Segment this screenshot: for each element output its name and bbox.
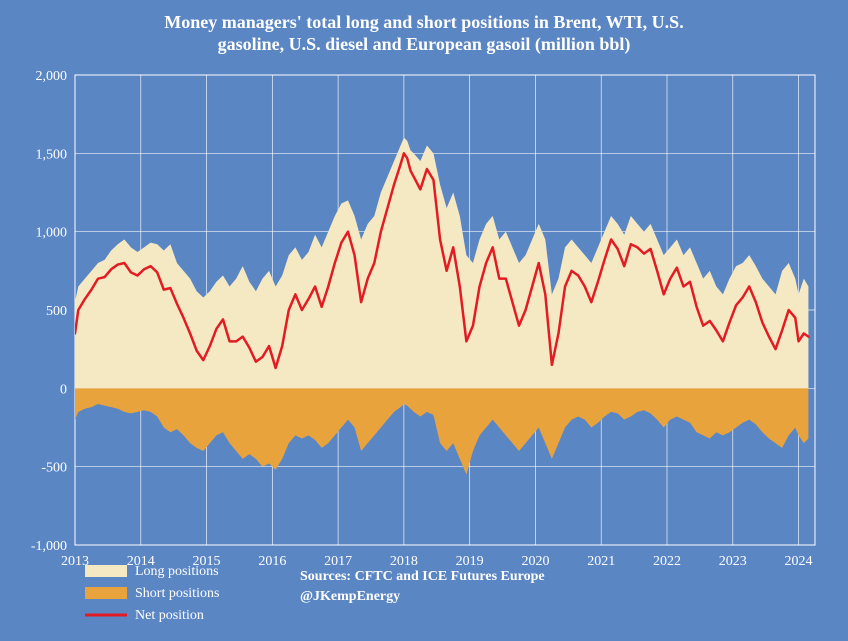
svg-text:2024: 2024 bbox=[785, 554, 813, 569]
svg-text:gasoline, U.S. diesel and Euro: gasoline, U.S. diesel and European gasoi… bbox=[218, 34, 631, 55]
legend-swatch-short bbox=[85, 587, 127, 599]
svg-text:2023: 2023 bbox=[719, 554, 747, 569]
legend-label-net: Net position bbox=[135, 608, 204, 623]
svg-text:2,000: 2,000 bbox=[36, 69, 68, 84]
legend-label-long: Long positions bbox=[135, 564, 219, 579]
svg-text:2022: 2022 bbox=[653, 554, 681, 569]
svg-text:Sources: CFTC and ICE Futures: Sources: CFTC and ICE Futures Europe bbox=[300, 569, 545, 584]
svg-text:1,000: 1,000 bbox=[36, 226, 68, 241]
svg-text:1,500: 1,500 bbox=[36, 147, 68, 162]
legend: Long positions Short positions Net positio… bbox=[85, 564, 219, 623]
svg-text:@JKempEnergy: @JKempEnergy bbox=[300, 589, 400, 604]
svg-text:Money managers' total long and: Money managers' total long and short pos… bbox=[164, 12, 683, 32]
svg-text:2018: 2018 bbox=[390, 554, 418, 569]
chart-container: Money managers' total long and short pos… bbox=[0, 0, 848, 641]
svg-text:500: 500 bbox=[46, 304, 67, 319]
svg-text:2017: 2017 bbox=[324, 554, 352, 569]
svg-text:2021: 2021 bbox=[587, 554, 615, 569]
chart-title: Money managers' total long and short pos… bbox=[164, 12, 683, 55]
svg-text:0: 0 bbox=[60, 382, 67, 397]
svg-text:2013: 2013 bbox=[61, 554, 89, 569]
legend-label-short: Short positions bbox=[135, 586, 219, 601]
svg-text:2020: 2020 bbox=[521, 554, 549, 569]
legend-swatch-long bbox=[85, 565, 127, 577]
svg-text:-1,000: -1,000 bbox=[31, 539, 67, 554]
svg-text:2016: 2016 bbox=[258, 554, 286, 569]
svg-text:-500: -500 bbox=[41, 461, 67, 476]
svg-text:2019: 2019 bbox=[456, 554, 484, 569]
